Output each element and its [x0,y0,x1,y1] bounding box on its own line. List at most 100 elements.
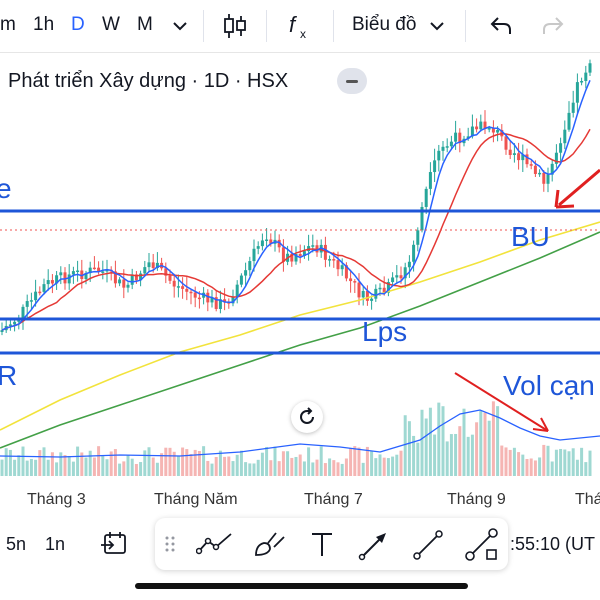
candle-body [483,121,487,129]
candle-body [294,254,298,262]
candle-body [265,239,269,241]
range-button-5n[interactable]: 5n [6,534,27,554]
candle-body [206,292,210,303]
chart-pane[interactable]: BU Lps Vol cạn R e Tháng 3 Tháng Năm Thá… [0,52,600,517]
chevron-down-icon[interactable] [429,19,445,33]
candle-body [458,132,462,144]
lps-label[interactable]: Lps [362,316,407,347]
candle-body [361,291,365,298]
undo-icon[interactable] [488,14,514,38]
volume-bar [349,448,353,476]
line-icon[interactable] [412,529,444,561]
candle-body [210,297,214,303]
volume-bar [206,460,210,476]
legend-collapse-button[interactable] [337,68,367,94]
x-axis-label: Tháng 7 [304,491,363,508]
trend-line-icon[interactable] [196,529,236,559]
text-icon[interactable] [308,529,336,559]
interval-button-d[interactable]: D [71,14,85,35]
volume-bar [214,456,218,476]
home-indicator[interactable] [135,583,468,589]
left-r-label[interactable]: R [0,360,17,391]
candle-body [0,330,4,332]
candle-body [407,261,411,268]
volume-bar [252,463,256,476]
brush-icon[interactable] [252,529,288,559]
volume-bar [449,434,453,476]
interval-button-w[interactable]: W [102,14,120,35]
volume-bar [38,450,42,476]
candle-body [365,291,369,301]
left-e-label[interactable]: e [0,173,12,204]
candle-body [147,262,151,268]
candle-body [357,282,361,298]
interval-button-m[interactable]: M [137,14,153,35]
x-axis-label: Thá [575,491,600,508]
candle-body [437,150,441,161]
interval-button-minutes[interactable]: m [0,14,16,35]
volume-bar [235,454,239,476]
bu-label[interactable]: BU [511,221,550,252]
interval-button-1h[interactable]: 1h [33,14,55,35]
volume-bar [332,460,336,476]
candle-body [231,297,235,304]
volume-bar [21,446,25,476]
chevron-down-icon[interactable] [172,19,188,33]
moving-average-blue [1,80,591,331]
candles-icon[interactable] [222,12,248,40]
volume-bar [231,461,235,476]
volume-bar [315,459,319,476]
volume-bar [319,446,323,476]
range-button-1n[interactable]: 1n [45,534,66,554]
candle-body [193,292,197,298]
volume-bar [571,448,575,476]
candle-body [298,254,302,256]
volume-bar [500,445,504,476]
volume-bar [126,455,130,476]
candle-body [63,272,67,284]
arrow-bu-line[interactable] [558,168,600,207]
candle-body [113,271,117,284]
price-chart[interactable]: BU Lps Vol cạn R e Tháng 3 Tháng Năm Thá… [0,52,600,517]
volume-bar [328,458,332,476]
redo-icon[interactable] [540,14,566,38]
candle-body [525,154,529,165]
candle-body [428,172,432,189]
vol-label[interactable]: Vol cạn [503,370,595,401]
fx-icon[interactable]: f x [286,12,314,42]
volume-bar [256,459,260,476]
candle-body [67,274,71,284]
candle-body [8,324,12,326]
volume-bar [298,454,302,476]
candle-body [105,269,109,272]
candle-body [172,280,176,287]
candle-body [538,172,542,175]
arrow-icon[interactable] [358,529,390,561]
volume-bar [386,458,390,476]
chart-type-button[interactable]: Biểu đồ [352,14,417,35]
volume-bar [580,447,584,476]
symbol-legend[interactable]: Phát triển Xây dựng · 1D · HSX [8,70,289,92]
moving-average-green [0,231,600,449]
volume-bar [46,459,50,476]
volume-bar [239,450,243,476]
drag-handle-icon[interactable] [163,533,177,555]
volume-bar [517,452,521,476]
candle-body [76,270,80,273]
volume-bar [437,402,441,476]
volume-bar [391,456,395,476]
calendar-goto-icon[interactable] [99,529,129,559]
candle-body [445,146,449,148]
candle-body [575,82,579,103]
volume-bar [290,457,294,476]
candle-body [50,280,54,284]
volume-bar [567,451,571,476]
reset-chart-button[interactable] [291,401,323,433]
volume-bar [550,461,554,476]
arrow-vol-line[interactable] [454,372,549,432]
volume-bar [487,420,491,476]
candle-body [533,165,537,174]
volume-bar [508,449,512,476]
path-icon[interactable] [464,527,500,563]
volume-bar [0,459,4,476]
